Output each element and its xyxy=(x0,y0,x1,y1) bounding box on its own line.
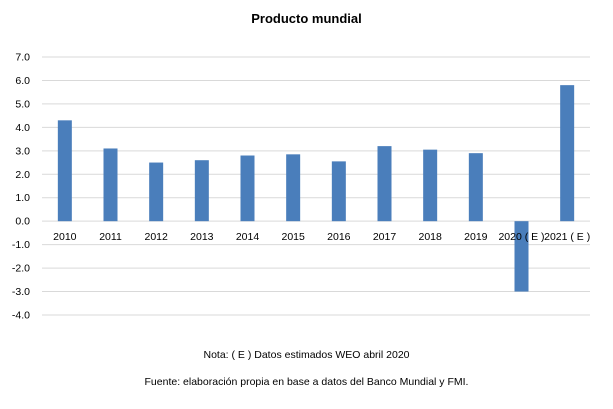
x-tick-label: 2010 xyxy=(53,231,77,243)
y-tick-label: 2.0 xyxy=(15,169,30,181)
bar xyxy=(103,148,118,222)
bar xyxy=(286,154,301,222)
x-tick-label: 2019 xyxy=(464,231,488,243)
y-tick-label: 5.0 xyxy=(15,98,30,110)
bar xyxy=(377,146,392,222)
y-tick-label: -4.0 xyxy=(12,310,30,322)
bar xyxy=(514,221,529,292)
bar xyxy=(149,162,164,222)
x-tick-label: 2011 xyxy=(99,231,122,243)
x-tick-label: 2017 xyxy=(373,231,397,243)
bar xyxy=(240,155,255,222)
bar xyxy=(194,160,209,222)
x-tick-label: 2020 ( E ) xyxy=(498,231,544,243)
chart-note: Nota: ( E ) Datos estimados WEO abril 20… xyxy=(203,349,410,361)
x-tick-label: 2012 xyxy=(144,231,168,243)
bar xyxy=(468,153,483,222)
bar xyxy=(560,85,575,222)
x-tick-label: 2013 xyxy=(190,231,214,243)
bar xyxy=(57,120,72,222)
chart-source: Fuente: elaboración propia en base a dat… xyxy=(144,376,469,388)
x-tick-label: 2015 xyxy=(281,231,305,243)
bar xyxy=(331,161,346,222)
x-tick-label: 2014 xyxy=(236,231,260,243)
x-tick-label: 2021 ( E ) xyxy=(544,231,590,243)
y-tick-label: 7.0 xyxy=(15,52,30,64)
y-tick-label: 6.0 xyxy=(15,75,30,87)
y-tick-label: -1.0 xyxy=(12,239,30,251)
chart-title: Producto mundial xyxy=(251,11,362,26)
y-tick-label: -3.0 xyxy=(12,286,30,298)
y-tick-label: 4.0 xyxy=(15,122,30,134)
y-tick-label: 0.0 xyxy=(15,216,30,228)
y-tick-label: -2.0 xyxy=(12,263,30,275)
bar xyxy=(423,149,438,222)
y-tick-label: 3.0 xyxy=(15,145,30,157)
x-tick-label: 2016 xyxy=(327,231,351,243)
y-tick-label: 1.0 xyxy=(15,192,30,204)
x-tick-label: 2018 xyxy=(418,231,442,243)
